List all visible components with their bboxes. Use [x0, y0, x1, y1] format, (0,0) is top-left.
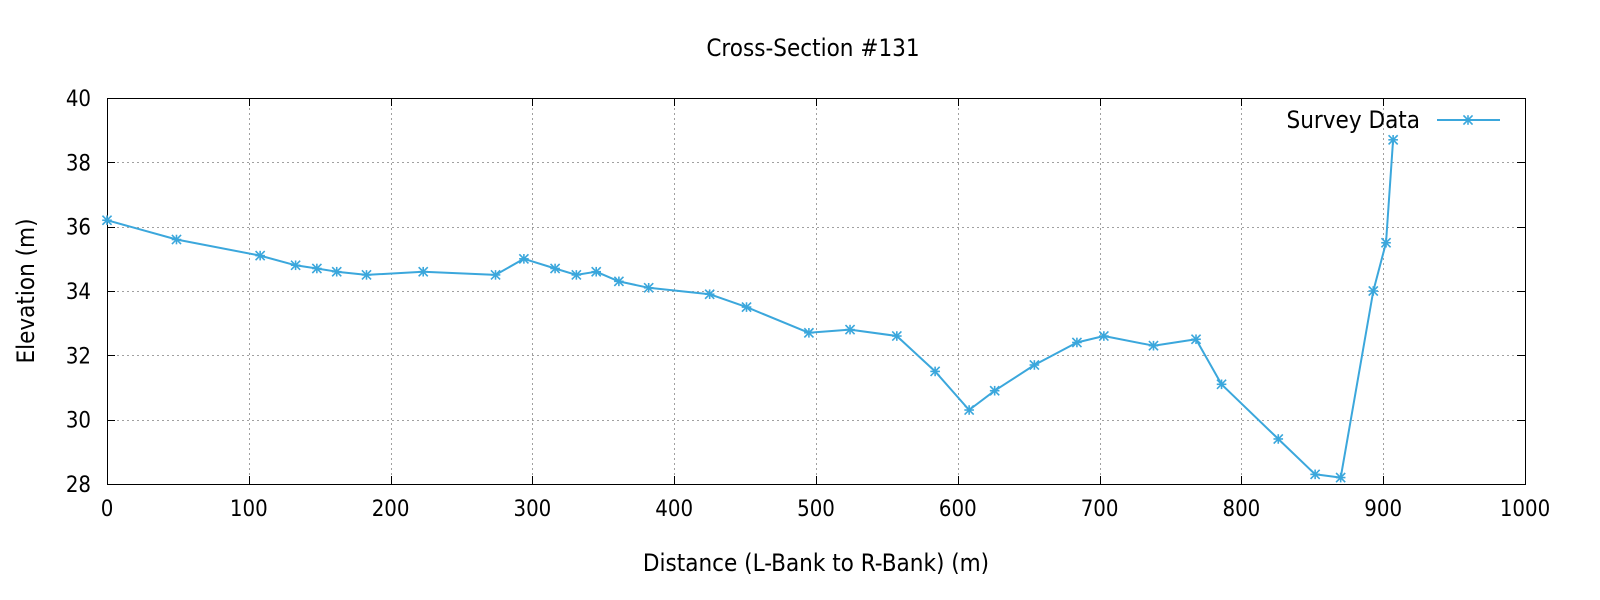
- data-point: [549, 263, 561, 274]
- data-point: [989, 385, 1000, 396]
- data-point: [1190, 334, 1202, 345]
- data-point: [591, 266, 602, 277]
- data-point: [171, 234, 182, 245]
- plot-frame: [107, 98, 1526, 485]
- x-tick-label: 700: [1081, 497, 1119, 522]
- x-tick-label: 0: [101, 497, 114, 522]
- chart-title: Cross-Section #131: [706, 34, 919, 62]
- y-tick-label: 40: [66, 87, 91, 112]
- x-tick-label: 1000: [1500, 497, 1550, 522]
- data-point: [1387, 134, 1399, 145]
- data-point: [490, 269, 501, 281]
- x-tick-label: 100: [230, 497, 268, 522]
- data-point: [803, 327, 815, 338]
- data-point: [1273, 433, 1284, 445]
- data-point: [361, 269, 372, 281]
- data-point: [964, 404, 975, 416]
- data-point: [290, 260, 301, 271]
- data-point: [418, 266, 429, 277]
- data-point: [643, 282, 654, 293]
- data-point: [1216, 379, 1227, 390]
- legend: Survey Data: [1286, 106, 1500, 134]
- data-point: [1098, 330, 1109, 342]
- x-tick-label: 300: [514, 497, 552, 522]
- data-point: [331, 266, 342, 277]
- series-layer: [101, 134, 1399, 483]
- data-point: [741, 301, 752, 313]
- data-point: [1310, 469, 1321, 480]
- y-tick-label: 36: [66, 216, 91, 241]
- data-point: [255, 250, 266, 261]
- axes: 0 100 200 300 400 500 600 700 800 900 1000 28 30 32 34…: [66, 87, 1550, 522]
- data-point: [613, 276, 625, 287]
- data-point: [1380, 237, 1392, 248]
- x-axis-title: Distance (L-Bank to R-Bank) (m): [643, 549, 989, 577]
- x-tick-label: 800: [1223, 497, 1261, 522]
- y-tick-label: 32: [66, 344, 91, 369]
- y-tick-label: 30: [66, 409, 91, 434]
- grid-lines: [107, 98, 1525, 484]
- legend-marker: [1462, 114, 1474, 126]
- y-tick-label: 34: [66, 280, 91, 305]
- data-point: [571, 269, 582, 281]
- y-tick-label: 38: [66, 151, 91, 176]
- x-tick-label: 500: [797, 497, 835, 522]
- data-point: [311, 263, 322, 274]
- data-point: [1368, 285, 1379, 297]
- data-point: [1071, 337, 1083, 348]
- x-tick-label: 400: [655, 497, 693, 522]
- data-point: [518, 253, 530, 264]
- data-point: [1148, 340, 1159, 351]
- data-point: [101, 215, 113, 226]
- y-tick-label: 28: [66, 473, 91, 498]
- data-point: [1335, 472, 1346, 483]
- x-tick-label: 600: [939, 497, 977, 522]
- data-point: [929, 366, 941, 377]
- x-tick-label: 900: [1364, 497, 1402, 522]
- x-tick-label: 200: [372, 497, 410, 522]
- data-point: [704, 289, 715, 300]
- data-point: [891, 330, 902, 342]
- data-point: [1029, 359, 1040, 371]
- y-axis-title: Elevation (m): [12, 218, 40, 363]
- legend-label: Survey Data: [1286, 106, 1420, 134]
- data-point: [844, 324, 856, 335]
- legend-marker-glyph: [1462, 114, 1474, 126]
- series-line-survey-data: [106, 139, 1395, 479]
